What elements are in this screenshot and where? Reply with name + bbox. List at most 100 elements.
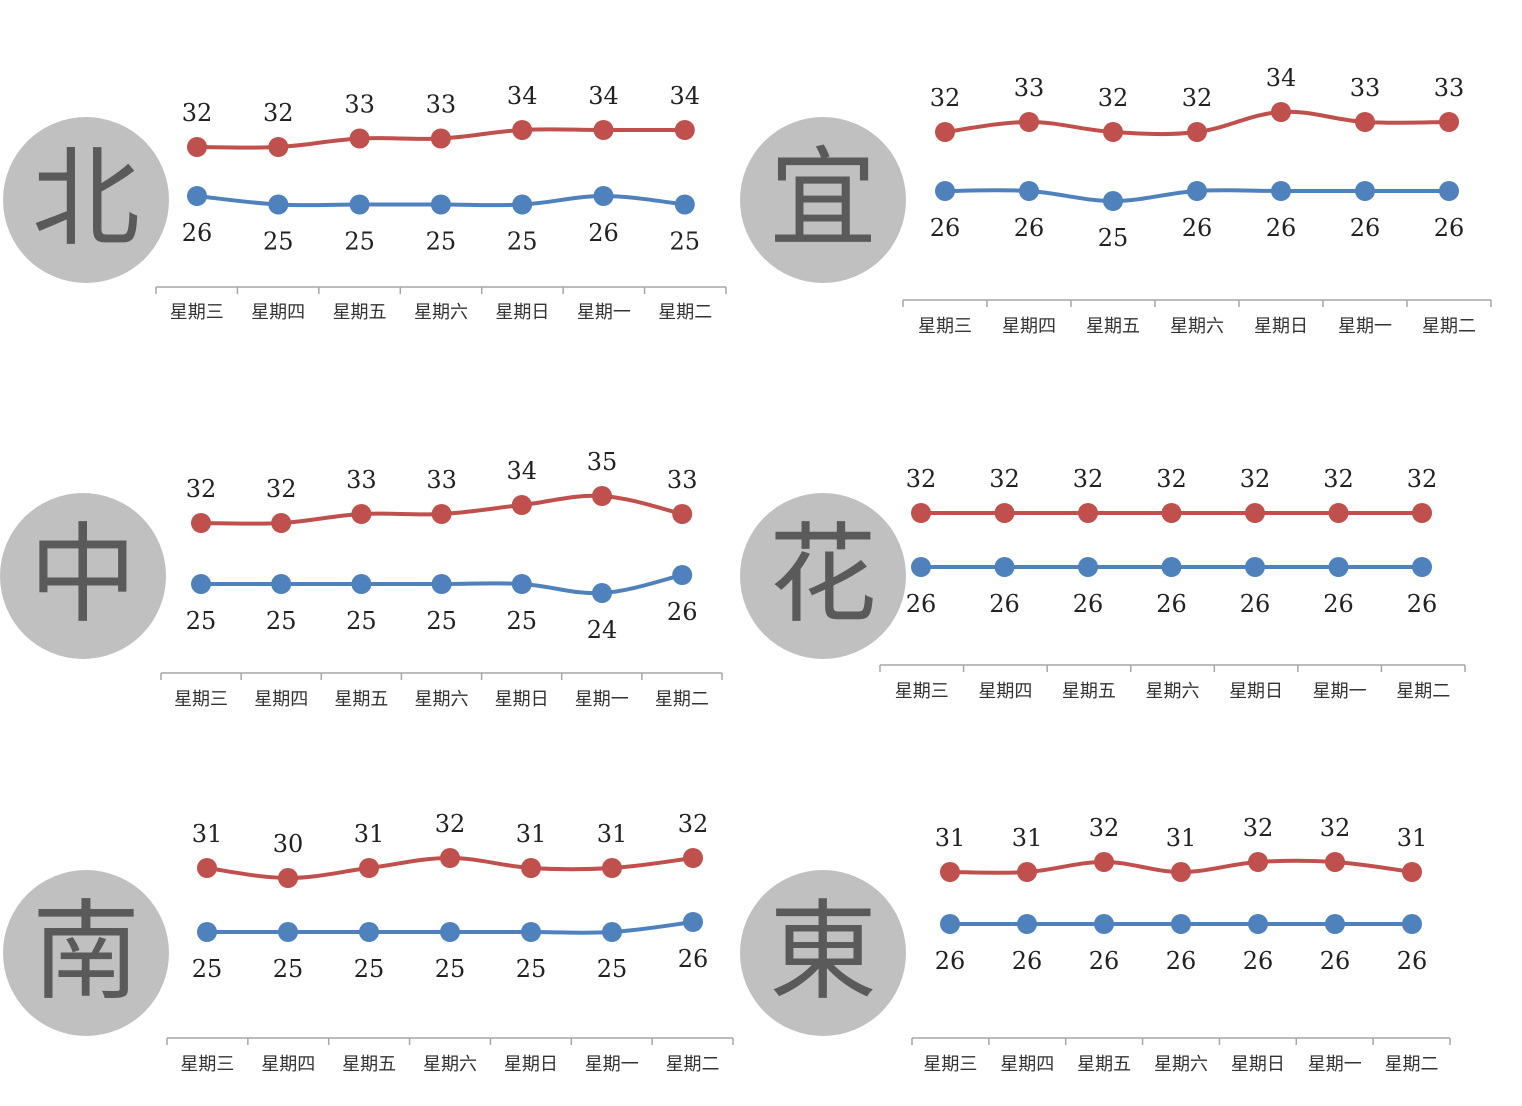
low-data-label: 25 (426, 228, 457, 256)
high-point (1402, 862, 1422, 882)
low-data-label: 26 (1156, 590, 1187, 618)
x-tick-label: 星期日 (1229, 681, 1283, 702)
low-data-label: 26 (1266, 214, 1297, 242)
high-point (1328, 503, 1349, 523)
high-point (994, 503, 1015, 523)
x-tick-label: 星期日 (1231, 1054, 1285, 1075)
x-tick-label: 星期日 (504, 1054, 558, 1075)
x-tick-label: 星期五 (1062, 681, 1116, 702)
high-point (1161, 503, 1182, 523)
low-data-label: 25 (426, 607, 457, 635)
high-point (440, 848, 460, 868)
low-point (349, 194, 370, 215)
high-data-label: 34 (670, 82, 701, 110)
low-data-label: 26 (1073, 590, 1104, 618)
low-point (593, 186, 614, 206)
low-point (1017, 914, 1037, 934)
high-point (1094, 852, 1114, 872)
x-tick-label: 星期三 (180, 1054, 234, 1075)
low-point (683, 912, 703, 932)
high-point (187, 137, 207, 157)
low-point (1245, 557, 1265, 577)
high-point (1271, 102, 1291, 122)
x-tick-label: 星期三 (895, 681, 949, 702)
low-point (1078, 557, 1098, 577)
low-point (911, 557, 931, 577)
low-point (1412, 557, 1432, 577)
high-point (592, 486, 612, 506)
low-data-label: 26 (1240, 590, 1271, 618)
high-data-label: 31 (597, 820, 628, 848)
high-point (1325, 852, 1345, 872)
high-data-label: 34 (1266, 64, 1297, 92)
x-tick-label: 星期一 (585, 1054, 639, 1075)
high-point (268, 137, 289, 157)
low-data-label: 26 (1350, 214, 1381, 242)
low-point (278, 922, 298, 942)
x-tick-label: 星期一 (1338, 316, 1392, 337)
x-tick-label: 星期五 (333, 302, 387, 323)
low-point (511, 574, 532, 594)
high-data-label: 33 (344, 91, 375, 119)
low-point (187, 186, 207, 206)
high-data-label: 32 (1320, 814, 1351, 842)
high-data-label: 34 (507, 82, 538, 110)
x-tick-label: 星期四 (1000, 1054, 1054, 1075)
region-badge: 花 (740, 493, 906, 659)
high-data-label: 31 (516, 820, 547, 848)
high-data-label: 32 (1240, 465, 1271, 493)
high-data-label: 31 (935, 824, 966, 852)
high-data-label: 32 (1089, 814, 1120, 842)
high-point (672, 504, 693, 524)
x-tick-label: 星期一 (1308, 1054, 1362, 1075)
low-data-label: 25 (1098, 224, 1129, 252)
low-point (1325, 914, 1345, 934)
region-badge: 中 (0, 493, 166, 659)
high-point (1187, 122, 1207, 142)
low-point (1103, 191, 1123, 211)
x-tick-label: 星期五 (1086, 316, 1140, 337)
low-point (1355, 181, 1375, 201)
low-data-label: 25 (354, 955, 385, 983)
low-data-label: 25 (186, 607, 217, 635)
high-point (512, 120, 533, 140)
low-point (1019, 181, 1039, 201)
low-data-label: 26 (1243, 947, 1274, 975)
high-data-label: 33 (1014, 74, 1045, 102)
low-point (1094, 914, 1114, 934)
high-point (511, 495, 532, 515)
high-data-label: 32 (266, 475, 297, 503)
x-tick-label: 星期六 (1154, 1054, 1208, 1075)
low-point (672, 565, 693, 585)
high-data-label: 31 (1397, 824, 1428, 852)
low-data-label: 26 (1320, 947, 1351, 975)
high-data-label: 31 (192, 820, 223, 848)
low-data-label: 26 (1014, 214, 1045, 242)
low-data-label: 25 (507, 607, 538, 635)
high-point (351, 504, 372, 524)
high-point (1245, 503, 1265, 523)
low-data-label: 26 (989, 590, 1020, 618)
x-tick-label: 星期日 (495, 302, 549, 323)
x-tick-label: 星期三 (174, 689, 228, 710)
x-tick-label: 星期四 (978, 681, 1032, 702)
x-tick-label: 星期四 (261, 1054, 315, 1075)
low-data-label: 25 (192, 955, 223, 983)
low-data-label: 24 (587, 616, 618, 644)
high-data-label: 32 (263, 99, 294, 127)
region-badge: 南 (3, 870, 169, 1036)
low-data-label: 25 (346, 607, 377, 635)
low-data-label: 25 (507, 228, 538, 256)
low-point (674, 194, 695, 215)
x-tick-label: 星期五 (334, 689, 388, 710)
high-data-label: 32 (1407, 465, 1438, 493)
low-data-label: 25 (266, 607, 297, 635)
high-point (1412, 503, 1432, 523)
high-point (911, 503, 931, 523)
low-point (1439, 181, 1459, 201)
low-point (359, 922, 379, 942)
high-data-label: 32 (1243, 814, 1274, 842)
